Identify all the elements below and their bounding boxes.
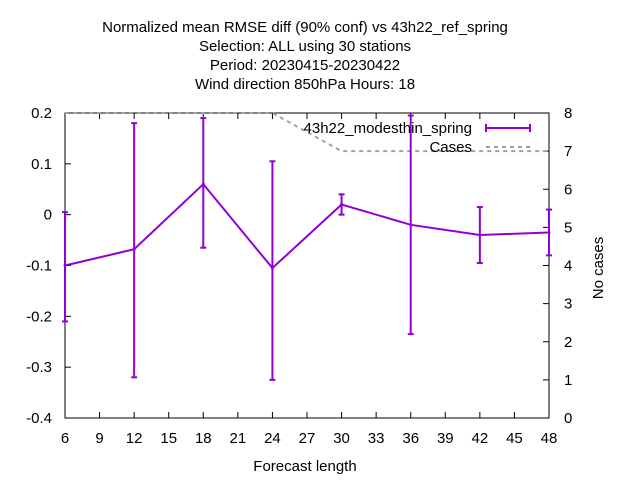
y2-tick-label: 6 — [564, 181, 572, 198]
y2-tick-label: 4 — [564, 258, 572, 275]
rmse-line — [64, 182, 550, 270]
x-tick-label: 18 — [195, 430, 212, 447]
x-tick-label: 27 — [299, 430, 316, 447]
y2-axis-label: No cases — [590, 237, 607, 300]
data-point — [340, 203, 344, 206]
y-tick-label: -0.3 — [26, 359, 52, 376]
x-tick-label: 15 — [160, 430, 177, 447]
title-line: Period: 20230415-20230422 — [210, 57, 400, 74]
data-point — [270, 266, 274, 270]
y-tick-label: 0.1 — [31, 156, 52, 173]
title-line: Selection: ALL using 30 stations — [199, 38, 411, 55]
y2-tick-label: 1 — [564, 372, 572, 389]
title-line: Normalized mean RMSE diff (90% conf) vs … — [102, 19, 508, 36]
y2-tick-label: 7 — [564, 143, 572, 160]
x-tick-label: 48 — [541, 430, 558, 447]
y-tick-label: 0 — [44, 207, 52, 224]
y-tick-label: -0.2 — [26, 308, 52, 325]
data-point — [201, 182, 205, 186]
y-tick-label: -0.4 — [26, 410, 52, 427]
title-line: Wind direction 850hPa Hours: 18 — [195, 76, 415, 93]
y-tick-label: 0.2 — [31, 105, 52, 122]
legend: 43h22_modesthin_spring Cases — [304, 120, 531, 156]
data-point — [132, 247, 136, 251]
plot-frame — [64, 112, 550, 419]
legend-label: Cases — [429, 139, 472, 156]
x-tick-label: 36 — [402, 430, 419, 447]
data-point — [547, 230, 551, 234]
data-point — [478, 233, 482, 237]
y2-tick-label: 2 — [564, 334, 572, 351]
legend-label: 43h22_modesthin_spring — [304, 120, 472, 137]
chart-title: Normalized mean RMSE diff (90% conf) vs … — [102, 19, 508, 93]
rmse-series — [62, 114, 552, 381]
y2-tick-label: 3 — [564, 296, 572, 313]
y-tick-label: -0.1 — [26, 258, 52, 275]
cases-line — [65, 112, 549, 153]
x-tick-label: 45 — [506, 430, 523, 447]
x-tick-label: 6 — [61, 430, 69, 447]
data-point — [409, 223, 413, 227]
x-tick-label: 42 — [472, 430, 489, 447]
x-tick-label: 39 — [437, 430, 454, 447]
x-tick-label: 12 — [126, 430, 143, 447]
x-tick-label: 33 — [368, 430, 385, 447]
x-tick-label: 21 — [230, 430, 247, 447]
x-tick-label: 9 — [95, 430, 103, 447]
y2-tick-label: 0 — [564, 410, 572, 427]
x-axis-label: Forecast length — [253, 458, 356, 475]
y2-tick-label: 5 — [564, 219, 572, 236]
data-point — [63, 264, 67, 267]
y2-tick-label: 8 — [564, 105, 572, 122]
cases-series — [65, 112, 549, 153]
x-tick-label: 30 — [333, 430, 350, 447]
x-tick-label: 24 — [264, 430, 281, 447]
